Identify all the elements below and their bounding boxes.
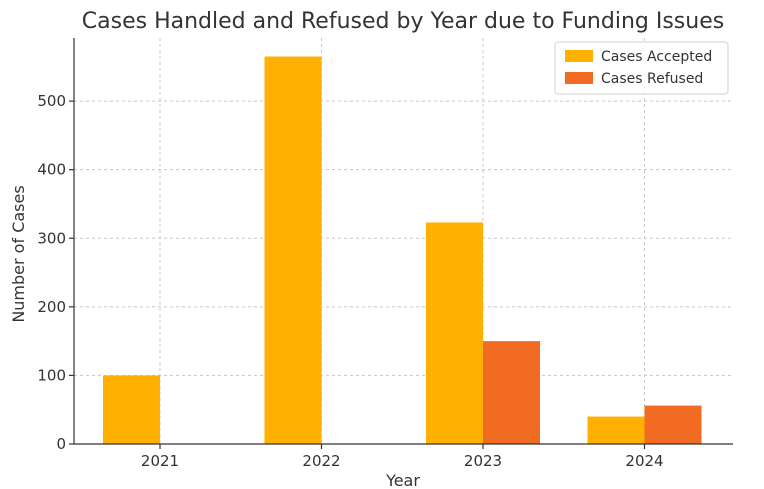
legend: Cases Accepted Cases Refused bbox=[554, 41, 729, 95]
x-tick-label: 2023 bbox=[464, 452, 502, 470]
legend-frame bbox=[554, 41, 729, 95]
bar-cases-accepted-2022 bbox=[264, 56, 322, 444]
x-tick-label: 2021 bbox=[141, 452, 179, 470]
bars-layer bbox=[103, 56, 702, 444]
bar-cases-refused-2024 bbox=[644, 405, 702, 444]
legend-swatch bbox=[565, 72, 593, 84]
ticks-layer: 0 100 200 300 400 500 2021 2022 2023 2024 bbox=[37, 92, 663, 470]
bar-cases-refused-2023 bbox=[483, 341, 540, 444]
y-tick-label: 500 bbox=[37, 92, 66, 110]
y-tick-label: 300 bbox=[37, 229, 66, 247]
chart-title: Cases Handled and Refused by Year due to… bbox=[82, 9, 724, 34]
legend-label: Cases Accepted bbox=[601, 49, 712, 65]
x-axis-label: Year bbox=[385, 471, 420, 489]
y-tick-label: 200 bbox=[37, 298, 66, 316]
y-axis-label: Number of Cases bbox=[9, 185, 28, 322]
bar-cases-accepted-2021 bbox=[103, 375, 160, 444]
bar-cases-accepted-2023 bbox=[426, 222, 483, 444]
bar-cases-accepted-2024 bbox=[587, 416, 645, 444]
axes-layer bbox=[73, 38, 733, 445]
y-tick-label: 100 bbox=[37, 366, 66, 384]
y-tick-label: 400 bbox=[37, 161, 66, 179]
grid-layer bbox=[74, 38, 733, 445]
y-tick-label: 0 bbox=[56, 435, 66, 453]
x-tick-label: 2024 bbox=[625, 452, 663, 470]
x-tick-label: 2022 bbox=[302, 452, 340, 470]
legend-swatch bbox=[565, 50, 593, 62]
legend-label: Cases Refused bbox=[601, 71, 703, 87]
